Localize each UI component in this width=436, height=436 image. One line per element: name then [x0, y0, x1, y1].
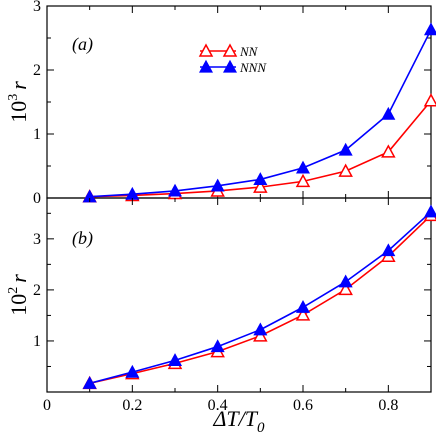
- panel-b-point-0: [338, 281, 353, 296]
- panel-b-point-1: [125, 364, 140, 378]
- panel-b-point-1: [423, 204, 436, 218]
- y-tick-label: 2: [33, 62, 41, 79]
- ylabel-a-var: r: [6, 81, 31, 90]
- xlabel-main: ΔT/T: [213, 406, 259, 431]
- ylabel-b-exponent: 2: [6, 287, 21, 294]
- panel-a-point-NNN: [381, 106, 396, 120]
- y-tick-label: 3: [33, 0, 41, 15]
- panel-a: 0 1 2 3: [33, 0, 436, 207]
- y-tick-label: 2: [33, 282, 41, 299]
- panel-a-point-NNN: [295, 160, 311, 174]
- panel-a-point-NNN: [338, 142, 353, 156]
- panel-a-point-NNN: [423, 22, 436, 36]
- panel-a-point-NN: [338, 163, 353, 177]
- y-tick-label: 3: [33, 231, 41, 248]
- x-axis-title: ΔT/T0: [213, 406, 266, 436]
- panel-a-point-NN: [423, 93, 436, 107]
- panel-b-point-1: [338, 274, 353, 288]
- svg-text:102r: 102 r: [6, 274, 31, 316]
- panel-b-point-1: [295, 299, 311, 313]
- panel-b-ylabel: 102 r: [6, 274, 31, 316]
- ylabel-a-prefix: 10: [6, 101, 31, 123]
- panel-a-point-NN: [295, 173, 311, 188]
- ylabel-b-var: r: [6, 274, 31, 283]
- panel-a-point-NN: [381, 144, 396, 158]
- panel-b-label: (b): [72, 228, 93, 249]
- x-tick-label: 0.8: [378, 397, 398, 414]
- panel-b-point-1: [82, 376, 97, 389]
- panel-b-point-1: [253, 322, 268, 336]
- x-tick-label: 0.2: [122, 397, 142, 414]
- panel-b: 0 0.2 0.4 0.6 0.8 1 2 3: [33, 198, 436, 414]
- panel-a-point-NN: [253, 179, 268, 193]
- ylabel-a-exponent: 3: [6, 94, 21, 101]
- panel-b-point-1: [167, 353, 183, 366]
- panel-b-point-0: [253, 328, 268, 342]
- panel-b-series-line-0: [89, 214, 432, 385]
- panel-b-frame: [46, 197, 432, 393]
- legend-nn-label: NN: [239, 44, 259, 59]
- x-tick-label: 0.6: [293, 397, 313, 414]
- x-tick-label: 0.4: [208, 397, 228, 414]
- panel-b-series-line-1: [89, 211, 432, 385]
- panel-b-point-1: [210, 339, 225, 353]
- panel-b-point-0: [295, 307, 311, 321]
- panel-a-series-line-NNN: [89, 29, 432, 198]
- legend-nnn-marker-right: [222, 59, 238, 73]
- y-tick-label: 1: [33, 333, 41, 350]
- panel-a-point-NNN: [253, 172, 268, 186]
- legend: NN NNN: [198, 43, 267, 75]
- y-tick-label: 0: [33, 190, 41, 207]
- legend-nnn-marker-left: [198, 59, 214, 73]
- legend-nn-marker-left: [198, 43, 214, 57]
- legend-nn-marker-right: [222, 43, 238, 57]
- panel-a-point-NNN: [210, 178, 225, 192]
- panel-a-frame: [46, 5, 432, 199]
- panel-a-point-NNN: [167, 183, 183, 197]
- panel-a-ylabel: 103 r: [6, 81, 31, 123]
- xlabel-sub: 0: [257, 420, 265, 436]
- legend-nnn-label: NNN: [239, 60, 267, 75]
- panel-a-label: (a): [72, 34, 93, 55]
- svg-text:103r: 103 r: [6, 81, 31, 123]
- x-tick-label: 0: [43, 397, 51, 414]
- ylabel-b-prefix: 10: [6, 294, 31, 316]
- y-tick-label: 1: [33, 126, 41, 143]
- panel-b-point-1: [381, 243, 396, 257]
